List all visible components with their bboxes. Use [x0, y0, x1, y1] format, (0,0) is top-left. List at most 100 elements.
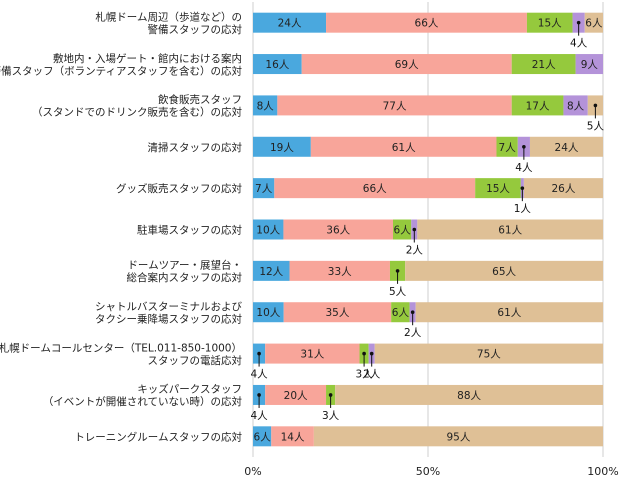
bar-segment	[274, 178, 476, 199]
bar-segment	[575, 54, 603, 75]
segment-label: 21人	[532, 59, 556, 71]
bar-segment	[253, 178, 275, 199]
segment-label: 61人	[498, 225, 522, 237]
bar-segment	[511, 95, 564, 116]
callout-dot	[576, 20, 581, 25]
segment-label: 69人	[395, 59, 419, 71]
segment-label: 31人	[300, 349, 324, 361]
bar-segment	[253, 219, 284, 240]
bar-segment	[563, 95, 588, 116]
bar-segment	[335, 384, 603, 405]
callout-dot	[395, 269, 400, 273]
callout-dot	[257, 351, 261, 356]
callout-dot	[593, 103, 598, 108]
callout-dot	[412, 227, 417, 232]
segment-label: 7人	[255, 183, 273, 195]
bar-segment	[253, 426, 272, 447]
callout-label: 1人	[514, 203, 532, 215]
bar-segment	[523, 178, 603, 199]
segment-label: 19人	[270, 142, 294, 154]
bar-segment	[301, 54, 512, 75]
bar-segment	[253, 136, 311, 157]
bar-segment	[253, 260, 290, 281]
bar-segment	[511, 54, 576, 75]
x-axis: 0% 50% 100%	[244, 465, 618, 478]
callout-dot	[520, 186, 525, 190]
bar-segment	[393, 219, 412, 240]
category-label: タクシー乗降場スタッフの応対	[95, 312, 242, 325]
bar-segment	[374, 343, 603, 364]
segment-label: 12人	[259, 266, 283, 278]
segment-label: 26人	[551, 183, 575, 195]
callout-dot	[522, 144, 526, 149]
bar-segment	[277, 95, 512, 116]
category-label: ドームツアー・展望台・	[127, 259, 242, 272]
bar-segment	[265, 343, 360, 364]
bar-segment	[417, 219, 603, 240]
segment-label: 15人	[538, 18, 562, 30]
segment-label: 10人	[256, 225, 280, 237]
callout-label: 4人	[250, 369, 268, 381]
callout-label: 2人	[404, 327, 422, 339]
segment-label: 61人	[497, 307, 521, 319]
callout-dot	[369, 351, 374, 356]
callout-label: 2人	[363, 369, 381, 381]
bar-segment	[415, 302, 603, 323]
bar-segment	[289, 260, 390, 281]
segment-label: 66人	[363, 183, 387, 195]
segment-label: 75人	[477, 349, 501, 361]
category-label: 警備スタッフ（ボランティアスタッフを含む）の応対	[0, 64, 242, 77]
bar-segment	[529, 136, 603, 157]
bar-segment	[283, 302, 392, 323]
callout-label: 3人	[322, 410, 340, 422]
segment-label: 24人	[278, 18, 302, 30]
bar-segment	[326, 12, 527, 33]
x-tick-label: 100%	[587, 465, 618, 478]
segment-label: 6人	[585, 18, 603, 30]
segment-label: 95人	[446, 431, 470, 443]
category-label: グッズ販売スタッフの応対	[116, 182, 242, 195]
x-tick-label: 50%	[416, 465, 440, 478]
segment-label: 7人	[499, 142, 517, 154]
bar-segment	[313, 426, 603, 447]
category-label: トレーニングルームスタッフの応対	[74, 430, 242, 443]
category-label: 札幌ドーム周辺（歩道など）の	[95, 10, 242, 23]
category-label: 敷地内・入場ゲート・館内における案内	[53, 52, 242, 65]
callout-dot	[362, 351, 366, 356]
category-label: （イベントが開催されていない時）の応対	[43, 395, 243, 408]
bar-segment	[310, 136, 497, 157]
segment-label: 17人	[526, 100, 550, 112]
callout-label: 5人	[389, 286, 407, 298]
segment-label: 6人	[394, 225, 412, 237]
segment-label: 10人	[256, 307, 280, 319]
x-tick-label: 0%	[244, 465, 261, 478]
category-label: 警備スタッフの応対	[148, 23, 243, 36]
segment-label: 77人	[383, 100, 407, 112]
callout-label: 4人	[570, 38, 588, 50]
bar-segment	[526, 12, 573, 33]
segment-label: 16人	[265, 59, 289, 71]
category-label: スタッフの電話応対	[148, 354, 243, 367]
category-labels: 札幌ドーム周辺（歩道など）の警備スタッフの応対敷地内・入場ゲート・館内における案…	[0, 10, 242, 443]
category-label: シャトルバスターミナルおよび	[95, 301, 242, 313]
bar-segment	[405, 260, 603, 281]
segment-label: 61人	[392, 142, 416, 154]
callout-label: 3人	[355, 369, 373, 381]
bar-segment	[496, 136, 518, 157]
category-label: キッズパークスタッフ	[137, 383, 242, 396]
callout-label: 2人	[406, 245, 424, 257]
segment-label: 24人	[555, 142, 579, 154]
segment-label: 8人	[257, 100, 275, 112]
segment-label: 15人	[486, 183, 510, 195]
segment-label: 88人	[457, 390, 481, 402]
category-label: 清掃スタッフの応対	[148, 141, 243, 154]
segment-label: 33人	[328, 266, 352, 278]
category-label: 札幌ドームコールセンター（TEL.011-850-1000）	[0, 341, 242, 354]
callout-label: 5人	[587, 120, 605, 132]
category-label: 駐車場スタッフの応対	[137, 224, 242, 237]
callout-label: 4人	[250, 410, 268, 422]
bar-segment	[584, 12, 603, 33]
bar-segment	[253, 302, 284, 323]
segment-label: 20人	[284, 390, 308, 402]
